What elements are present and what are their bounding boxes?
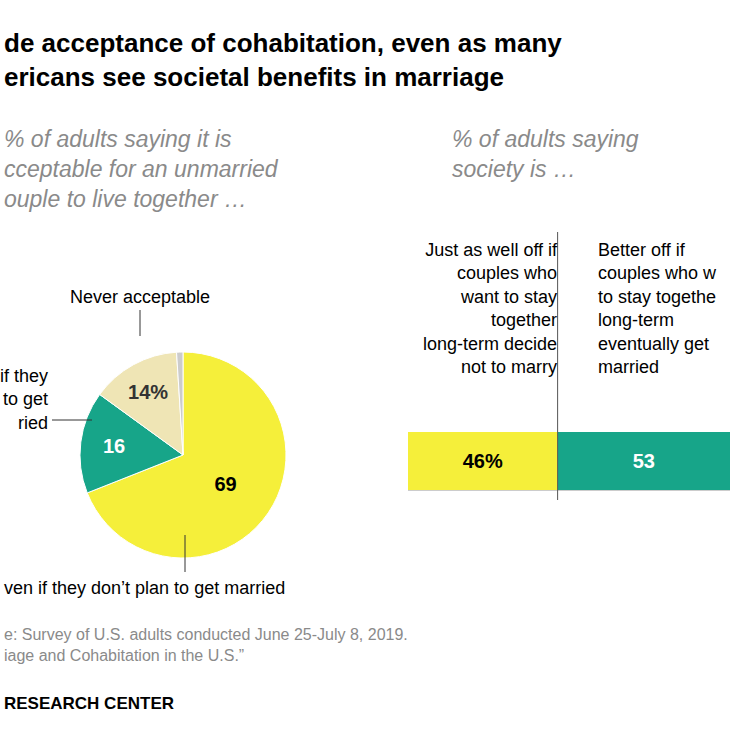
svg-text:% of adults saying it isccepta: % of adults saying it iscceptable for an…	[4, 126, 279, 212]
svg-text:Never acceptable: Never acceptable	[70, 287, 210, 307]
svg-text:e: Survey of U.S. adults condu: e: Survey of U.S. adults conducted June …	[4, 626, 408, 664]
svg-text:46%: 46%	[463, 450, 503, 472]
svg-text:RESEARCH CENTER: RESEARCH CENTER	[4, 694, 174, 713]
svg-text:16: 16	[103, 435, 125, 457]
svg-text:if theyto getried: if theyto getried	[0, 366, 48, 433]
svg-text:ven if they don’t plan to get: ven if they don’t plan to get married	[4, 578, 285, 598]
svg-text:% of adults sayingsociety is …: % of adults sayingsociety is …	[452, 126, 639, 182]
svg-text:69: 69	[214, 473, 236, 495]
svg-text:de acceptance of cohabitation,: de acceptance of cohabitation, even as m…	[4, 28, 562, 92]
svg-text:14%: 14%	[128, 381, 168, 403]
svg-text:Better off ifcouples who wto s: Better off ifcouples who wto stay togeth…	[598, 240, 717, 377]
svg-text:53: 53	[633, 450, 655, 472]
svg-text:Just as well off ifcouples who: Just as well off ifcouples whowant to st…	[423, 240, 558, 377]
